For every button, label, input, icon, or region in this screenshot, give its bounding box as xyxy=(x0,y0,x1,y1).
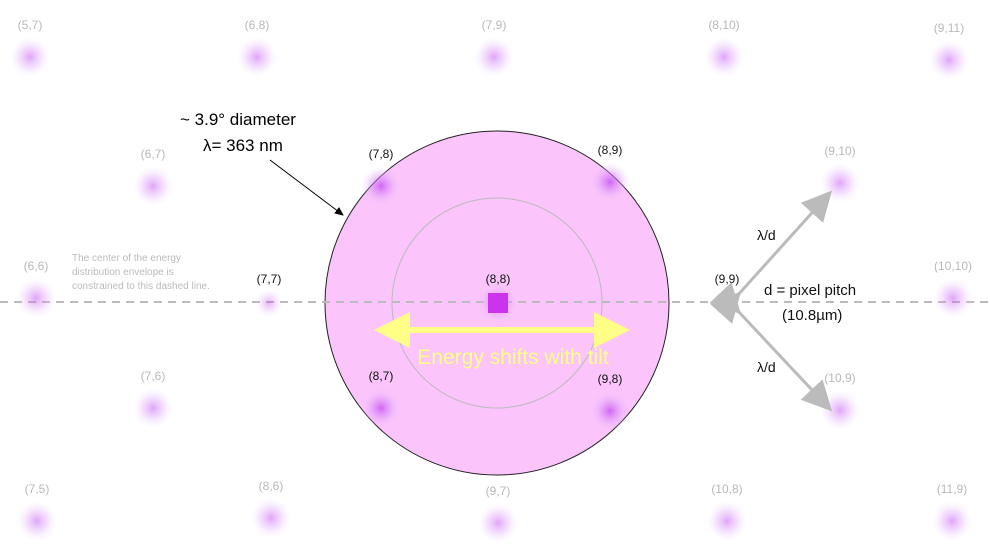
pixel-spot: (7,5) xyxy=(17,482,57,541)
spot-glow xyxy=(820,390,860,430)
spot-label: (8,10) xyxy=(708,18,739,32)
pixel-spot: (8,10) xyxy=(704,18,744,77)
spot-label: (9,7) xyxy=(486,484,511,498)
pixel-spot: (8,6) xyxy=(251,479,291,538)
spot-glow xyxy=(713,289,741,317)
spot-glow xyxy=(590,162,630,202)
pixel-spot: (6,8) xyxy=(237,18,277,77)
pixel-spot: (9,11) xyxy=(929,21,969,80)
spot-glow xyxy=(474,37,514,77)
pixel-spot: (6,6) xyxy=(16,259,56,318)
spot-glow xyxy=(361,388,401,428)
spot-label: (6,7) xyxy=(141,147,166,161)
spot-glow xyxy=(929,40,969,80)
pixel-spot: (5,7) xyxy=(10,18,50,77)
pixel-spot: (7,8) xyxy=(361,147,401,206)
spot-label: (10,9) xyxy=(824,371,855,385)
spot-label: (8,7) xyxy=(369,369,394,383)
spot-glow xyxy=(478,503,518,543)
spot-label: (7,6) xyxy=(141,369,166,383)
pixel-spot: (11,9) xyxy=(932,482,972,541)
spot-label: (7,9) xyxy=(482,18,507,32)
spot-label: (8,8) xyxy=(486,272,511,286)
pitch-value: (10.8µm) xyxy=(782,307,842,324)
spot-label: (5,7) xyxy=(18,18,43,32)
spot-glow xyxy=(590,391,630,431)
spot-glow xyxy=(133,388,173,428)
wavelength-annotation: λ= 363 nm xyxy=(203,136,283,155)
pixel-spot: (9,10) xyxy=(820,144,860,203)
pixel-spot: (10,8) xyxy=(707,482,747,541)
note-line-1: The center of the energy xyxy=(72,253,181,264)
spot-label: (8,9) xyxy=(598,143,623,157)
spot-label: (6,6) xyxy=(24,259,49,273)
note-line-3: constrained to this dashed line. xyxy=(72,281,210,292)
lambda-d-upper: λ/d xyxy=(757,227,776,243)
spot-label: (9,9) xyxy=(715,272,740,286)
annotation-arrow xyxy=(269,159,344,216)
spot-label: (9,10) xyxy=(824,144,855,158)
lambda-arrow-upper xyxy=(709,190,833,324)
pixel-spot: (7,9) xyxy=(474,18,514,77)
note-line-2: distribution envelope is xyxy=(72,267,174,278)
pixel-spot: (9,7) xyxy=(478,484,518,543)
pixel-spot: (8,7) xyxy=(361,369,401,428)
pixel-spot: (10,9) xyxy=(820,371,860,430)
pitch-label: d = pixel pitch xyxy=(764,282,856,299)
spot-label: (9,11) xyxy=(934,21,964,35)
lambda-d-lower: λ/d xyxy=(757,359,776,375)
spot-glow xyxy=(933,278,973,318)
spot-glow xyxy=(361,166,401,206)
spot-glow xyxy=(17,501,57,541)
spot-label: (6,8) xyxy=(245,18,270,32)
spot-label: (8,6) xyxy=(259,479,284,493)
energy-label: Energy shifts with tilt xyxy=(417,346,609,369)
spot-glow xyxy=(707,501,747,541)
spot-glow xyxy=(932,501,972,541)
spot-label: (10,8) xyxy=(711,482,742,496)
center-spot xyxy=(488,293,508,313)
pixel-spot: (7,6) xyxy=(133,369,173,428)
pixel-spot: (8,9) xyxy=(590,143,630,202)
pixel-spot: (9,8) xyxy=(590,372,630,431)
pixel-spot: (6,7) xyxy=(133,147,173,206)
spot-label: (7,7) xyxy=(257,272,282,286)
pixel-spot: (7,7) xyxy=(255,272,283,317)
spot-glow xyxy=(10,37,50,77)
pixel-spot: (10,10) xyxy=(933,259,973,318)
spot-glow xyxy=(237,37,277,77)
spot-label: (9,8) xyxy=(598,372,623,386)
spot-glow xyxy=(251,498,291,538)
spot-label: (7,8) xyxy=(369,147,394,161)
spot-label: (10,10) xyxy=(934,259,972,273)
lambda-arrow-lower xyxy=(709,282,833,412)
spot-glow xyxy=(133,166,173,206)
spot-label: (11,9) xyxy=(937,482,967,496)
diameter-annotation: ~ 3.9° diameter xyxy=(180,110,296,129)
spot-glow xyxy=(255,289,283,317)
spot-glow xyxy=(704,37,744,77)
spot-label: (7,5) xyxy=(25,482,50,496)
spot-glow xyxy=(16,278,56,318)
